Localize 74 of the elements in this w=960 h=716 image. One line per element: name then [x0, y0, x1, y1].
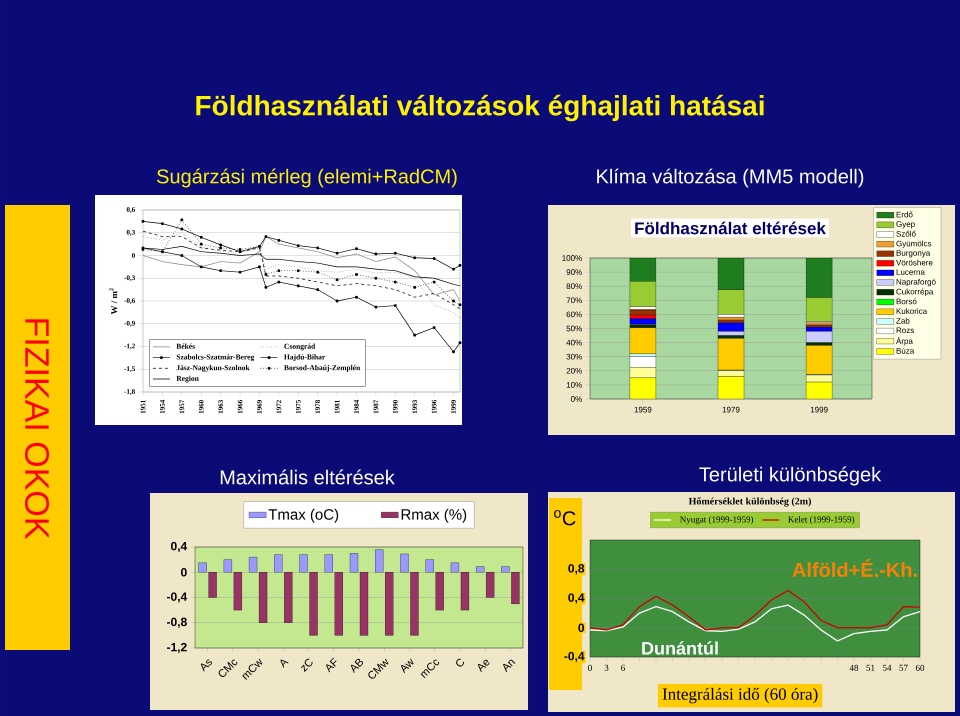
- y-tick-label: 0,4: [170, 542, 188, 552]
- chart-title: Területi különbségek: [699, 466, 882, 486]
- y-tick-label: -1,2: [166, 642, 187, 654]
- y-tick-label: 40%: [566, 340, 582, 346]
- x-tick-label: 6: [621, 664, 625, 671]
- chart-title: Maximális eltérések: [220, 470, 395, 484]
- legend-label: Tmax (oC): [268, 508, 338, 523]
- legend-label: Szőlő: [896, 230, 916, 237]
- legend-label: Árpa: [896, 336, 913, 346]
- legend-label: Lucerna: [896, 269, 925, 275]
- y-tick-label: 90%: [566, 269, 582, 275]
- y-tick-label: -0,4: [564, 652, 584, 662]
- y-tick-label: 0,8: [568, 564, 584, 574]
- legend-label: Zab: [896, 318, 910, 324]
- x-tick-label: Ae: [478, 660, 490, 672]
- x-tick-label: 3: [604, 664, 608, 671]
- legend-label: Kelet (1999-1959): [788, 516, 854, 524]
- legend-label: Cukorrépa: [896, 288, 934, 296]
- x-tick-label: 0: [588, 664, 592, 671]
- y-tick-label: 100%: [562, 255, 582, 261]
- annotation: Alföld+É.-Kh.: [792, 559, 917, 577]
- legend-label: Búza: [896, 348, 914, 354]
- legend-label: Kukorica: [896, 308, 928, 314]
- y-tick-label: 10%: [566, 382, 582, 388]
- y-tick-label: 30%: [566, 354, 582, 360]
- x-tick-label: A: [280, 659, 289, 668]
- legend-label: Gyep: [896, 221, 915, 228]
- x-tick-label: 54: [883, 664, 892, 671]
- y-tick-label: 0%: [570, 396, 582, 402]
- y-tick-label: 0: [578, 624, 584, 632]
- y-tick-label: 60%: [566, 312, 582, 318]
- legend-label: Borsó: [896, 298, 917, 304]
- legend-label: Gyümölcs: [896, 240, 932, 248]
- chart-title: Sugárzási mérleg (elemi+RadCM): [157, 168, 457, 188]
- y-tick-label: -0,8: [166, 618, 187, 628]
- y-tick-label: 0,4: [568, 593, 584, 604]
- y-tick-label: 70%: [566, 297, 582, 304]
- chart-subtitle: Klíma változása (MM5 modell): [597, 168, 864, 188]
- y-tick-label: 0: [181, 568, 187, 576]
- legend-label: Nyugat (1999-1959): [680, 516, 754, 524]
- x-tick-label: An: [503, 660, 516, 672]
- x-tick-label: C: [456, 658, 464, 667]
- y-tick-label: 20%: [566, 368, 582, 374]
- y-tick-label: 80%: [566, 283, 582, 290]
- text: FIZIKAI OKOK: [24, 319, 50, 540]
- x-tick-label: 57: [900, 664, 908, 671]
- x-tick-label: CMc: [218, 660, 238, 677]
- legend-label: Rozs: [896, 327, 914, 334]
- legend-label: Vöröshere: [896, 260, 933, 266]
- legend-label: Napraforgó: [896, 278, 936, 286]
- y-tick-label: -0,4: [166, 592, 188, 603]
- x-tick-label: 48: [850, 664, 858, 671]
- annotation: Dunántúl: [642, 641, 718, 655]
- y-tick-label: 50%: [566, 326, 582, 332]
- legend-label: Rmax (%): [402, 508, 466, 523]
- x-tick-label: 60: [916, 664, 924, 671]
- x-tick-label: 1999: [810, 406, 828, 412]
- x-tick-label: 1959: [634, 406, 652, 412]
- chart-title: Földhasználat eltérések: [635, 222, 826, 234]
- y-axis-title: W / m$^{2}$: [109, 288, 118, 314]
- x-tick-label: 1979: [722, 406, 740, 412]
- legend-label: Burgonya: [896, 250, 930, 258]
- x-tick-label: AB: [350, 658, 364, 673]
- x-tick-label: 51: [866, 664, 874, 671]
- x-tick-label: As: [200, 660, 212, 672]
- x-tick-label: zC: [300, 658, 313, 672]
- chart-subtitle: Hőmérséklet különbség (2m): [688, 497, 811, 507]
- x-tick-label: AF: [326, 658, 337, 673]
- legend-label: Erdő: [896, 211, 913, 218]
- x-tick-label: Aw: [401, 658, 414, 674]
- x-tick-label: mCc: [420, 660, 440, 678]
- x-axis-title: Integrálási idő (60 óra): [662, 688, 818, 704]
- text: Földhasználati változások éghajlati hatásai: [196, 94, 764, 122]
- y-axis-title: $^{o}$C: [554, 510, 576, 526]
